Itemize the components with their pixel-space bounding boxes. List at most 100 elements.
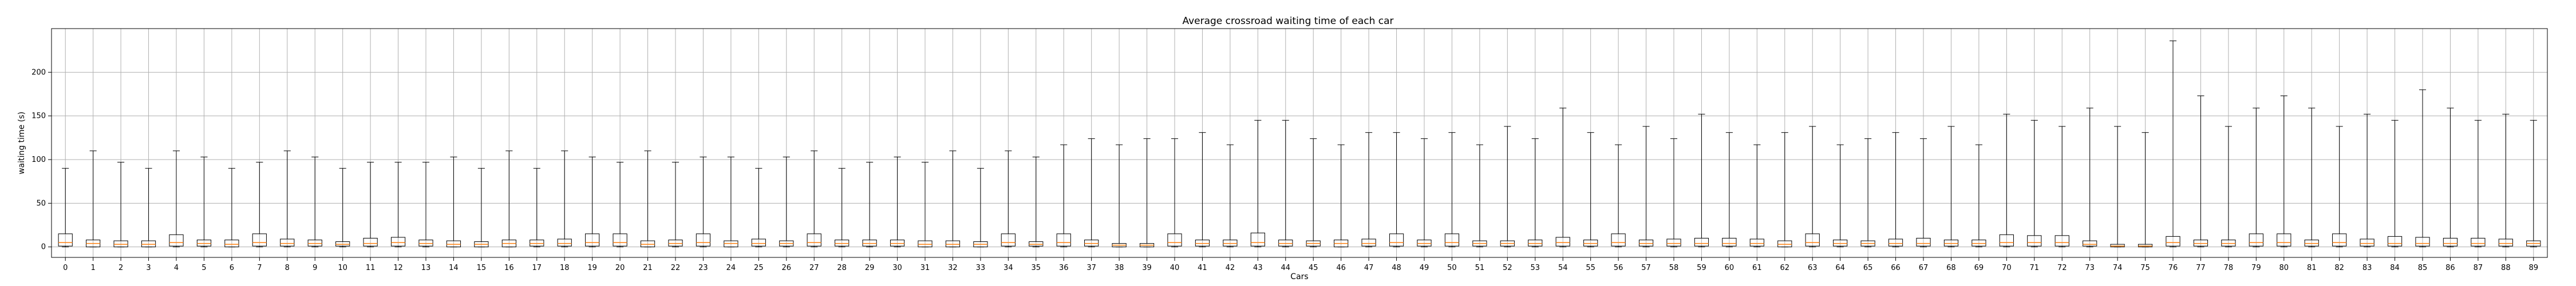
box xyxy=(1777,240,1792,248)
box-28 xyxy=(835,168,850,248)
x-tick-label: 45 xyxy=(1309,264,1318,272)
box xyxy=(751,239,766,247)
box-58 xyxy=(1666,138,1681,248)
x-tick-label: 60 xyxy=(1725,264,1735,272)
box-33 xyxy=(973,168,988,248)
box xyxy=(1999,234,2014,247)
box-77 xyxy=(2193,96,2208,248)
box-81 xyxy=(2304,108,2319,248)
box-63 xyxy=(1805,126,1820,248)
x-tick-label: 38 xyxy=(1115,264,1124,272)
box xyxy=(280,239,295,247)
x-tick-label: 29 xyxy=(865,264,875,272)
x-tick-label: 40 xyxy=(1170,264,1180,272)
x-tick-label: 26 xyxy=(782,264,792,272)
box-40 xyxy=(1167,138,1182,248)
box-47 xyxy=(1361,132,1376,248)
box-55 xyxy=(1583,132,1598,248)
box-45 xyxy=(1306,138,1321,248)
box xyxy=(169,234,184,247)
box-65 xyxy=(1860,138,1875,248)
x-tick-label: 3 xyxy=(146,264,151,272)
x-tick-label: 8 xyxy=(285,264,290,272)
box-57 xyxy=(1638,126,1654,248)
box xyxy=(1167,233,1182,247)
y-tick-label: 50 xyxy=(36,199,46,208)
box xyxy=(252,233,267,247)
x-tick-label: 65 xyxy=(1863,264,1873,272)
box-85 xyxy=(2415,89,2430,248)
box-29 xyxy=(862,162,877,248)
x-tick-label: 6 xyxy=(230,264,234,272)
x-tick-label: 14 xyxy=(449,264,459,272)
box-36 xyxy=(1056,144,1071,248)
box-27 xyxy=(807,150,821,248)
x-tick-label: 52 xyxy=(1503,264,1512,272)
y-axis-label: waiting time (s) xyxy=(17,112,26,174)
x-tick-label: 24 xyxy=(726,264,736,272)
box-54 xyxy=(1555,108,1570,248)
x-tick-label: 17 xyxy=(532,264,542,272)
x-tick-label: 37 xyxy=(1086,264,1096,272)
x-tick-label: 46 xyxy=(1336,264,1346,272)
box-3 xyxy=(141,168,156,248)
box xyxy=(862,239,877,247)
box xyxy=(113,240,128,248)
x-tick-label: 79 xyxy=(2251,264,2261,272)
box xyxy=(335,241,350,247)
box xyxy=(1611,233,1626,247)
box-13 xyxy=(418,162,433,248)
x-tick-label: 49 xyxy=(1420,264,1429,272)
x-tick-label: 63 xyxy=(1808,264,1818,272)
box xyxy=(835,239,850,247)
box-61 xyxy=(1749,144,1764,248)
x-tick-label: 33 xyxy=(976,264,986,272)
box xyxy=(141,240,156,248)
x-tick-label: 73 xyxy=(2085,264,2095,272)
x-tick-label: 88 xyxy=(2501,264,2511,272)
x-tick-label: 78 xyxy=(2224,264,2234,272)
box xyxy=(613,233,627,247)
box-37 xyxy=(1084,138,1099,248)
box-16 xyxy=(501,150,516,248)
x-tick-label: 53 xyxy=(1531,264,1540,272)
box-83 xyxy=(2360,114,2374,248)
x-tick-label: 61 xyxy=(1752,264,1762,272)
x-tick-label: 11 xyxy=(366,264,376,272)
x-tick-label: 39 xyxy=(1142,264,1152,272)
box xyxy=(196,239,212,247)
x-tick-label: 72 xyxy=(2057,264,2067,272)
x-tick-label: 86 xyxy=(2445,264,2455,272)
box xyxy=(1195,239,1210,247)
box xyxy=(1444,233,1460,247)
x-tick-label: 56 xyxy=(1614,264,1623,272)
x-tick-label: 25 xyxy=(754,264,764,272)
box xyxy=(2221,239,2236,247)
x-tick-label: 16 xyxy=(504,264,514,272)
box xyxy=(1971,239,1986,247)
box xyxy=(1638,239,1654,247)
x-tick-label: 59 xyxy=(1697,264,1706,272)
x-tick-label: 10 xyxy=(338,264,347,272)
box-49 xyxy=(1417,138,1432,248)
box-26 xyxy=(779,156,794,248)
x-tick-label: 71 xyxy=(2030,264,2040,272)
box-82 xyxy=(2332,126,2347,248)
box-2 xyxy=(113,162,128,248)
box xyxy=(2110,244,2125,248)
box xyxy=(2471,237,2486,247)
box-66 xyxy=(1888,132,1903,248)
box xyxy=(2387,236,2403,247)
x-tick-label: 85 xyxy=(2418,264,2428,272)
box-78 xyxy=(2221,126,2236,248)
box xyxy=(363,237,378,247)
box xyxy=(1528,239,1543,247)
box-51 xyxy=(1472,144,1487,248)
box-50 xyxy=(1444,132,1460,248)
x-axis-label: Cars xyxy=(1290,272,1308,281)
box-31 xyxy=(918,162,933,248)
x-tick-label: 54 xyxy=(1558,264,1568,272)
box-34 xyxy=(1001,150,1016,248)
